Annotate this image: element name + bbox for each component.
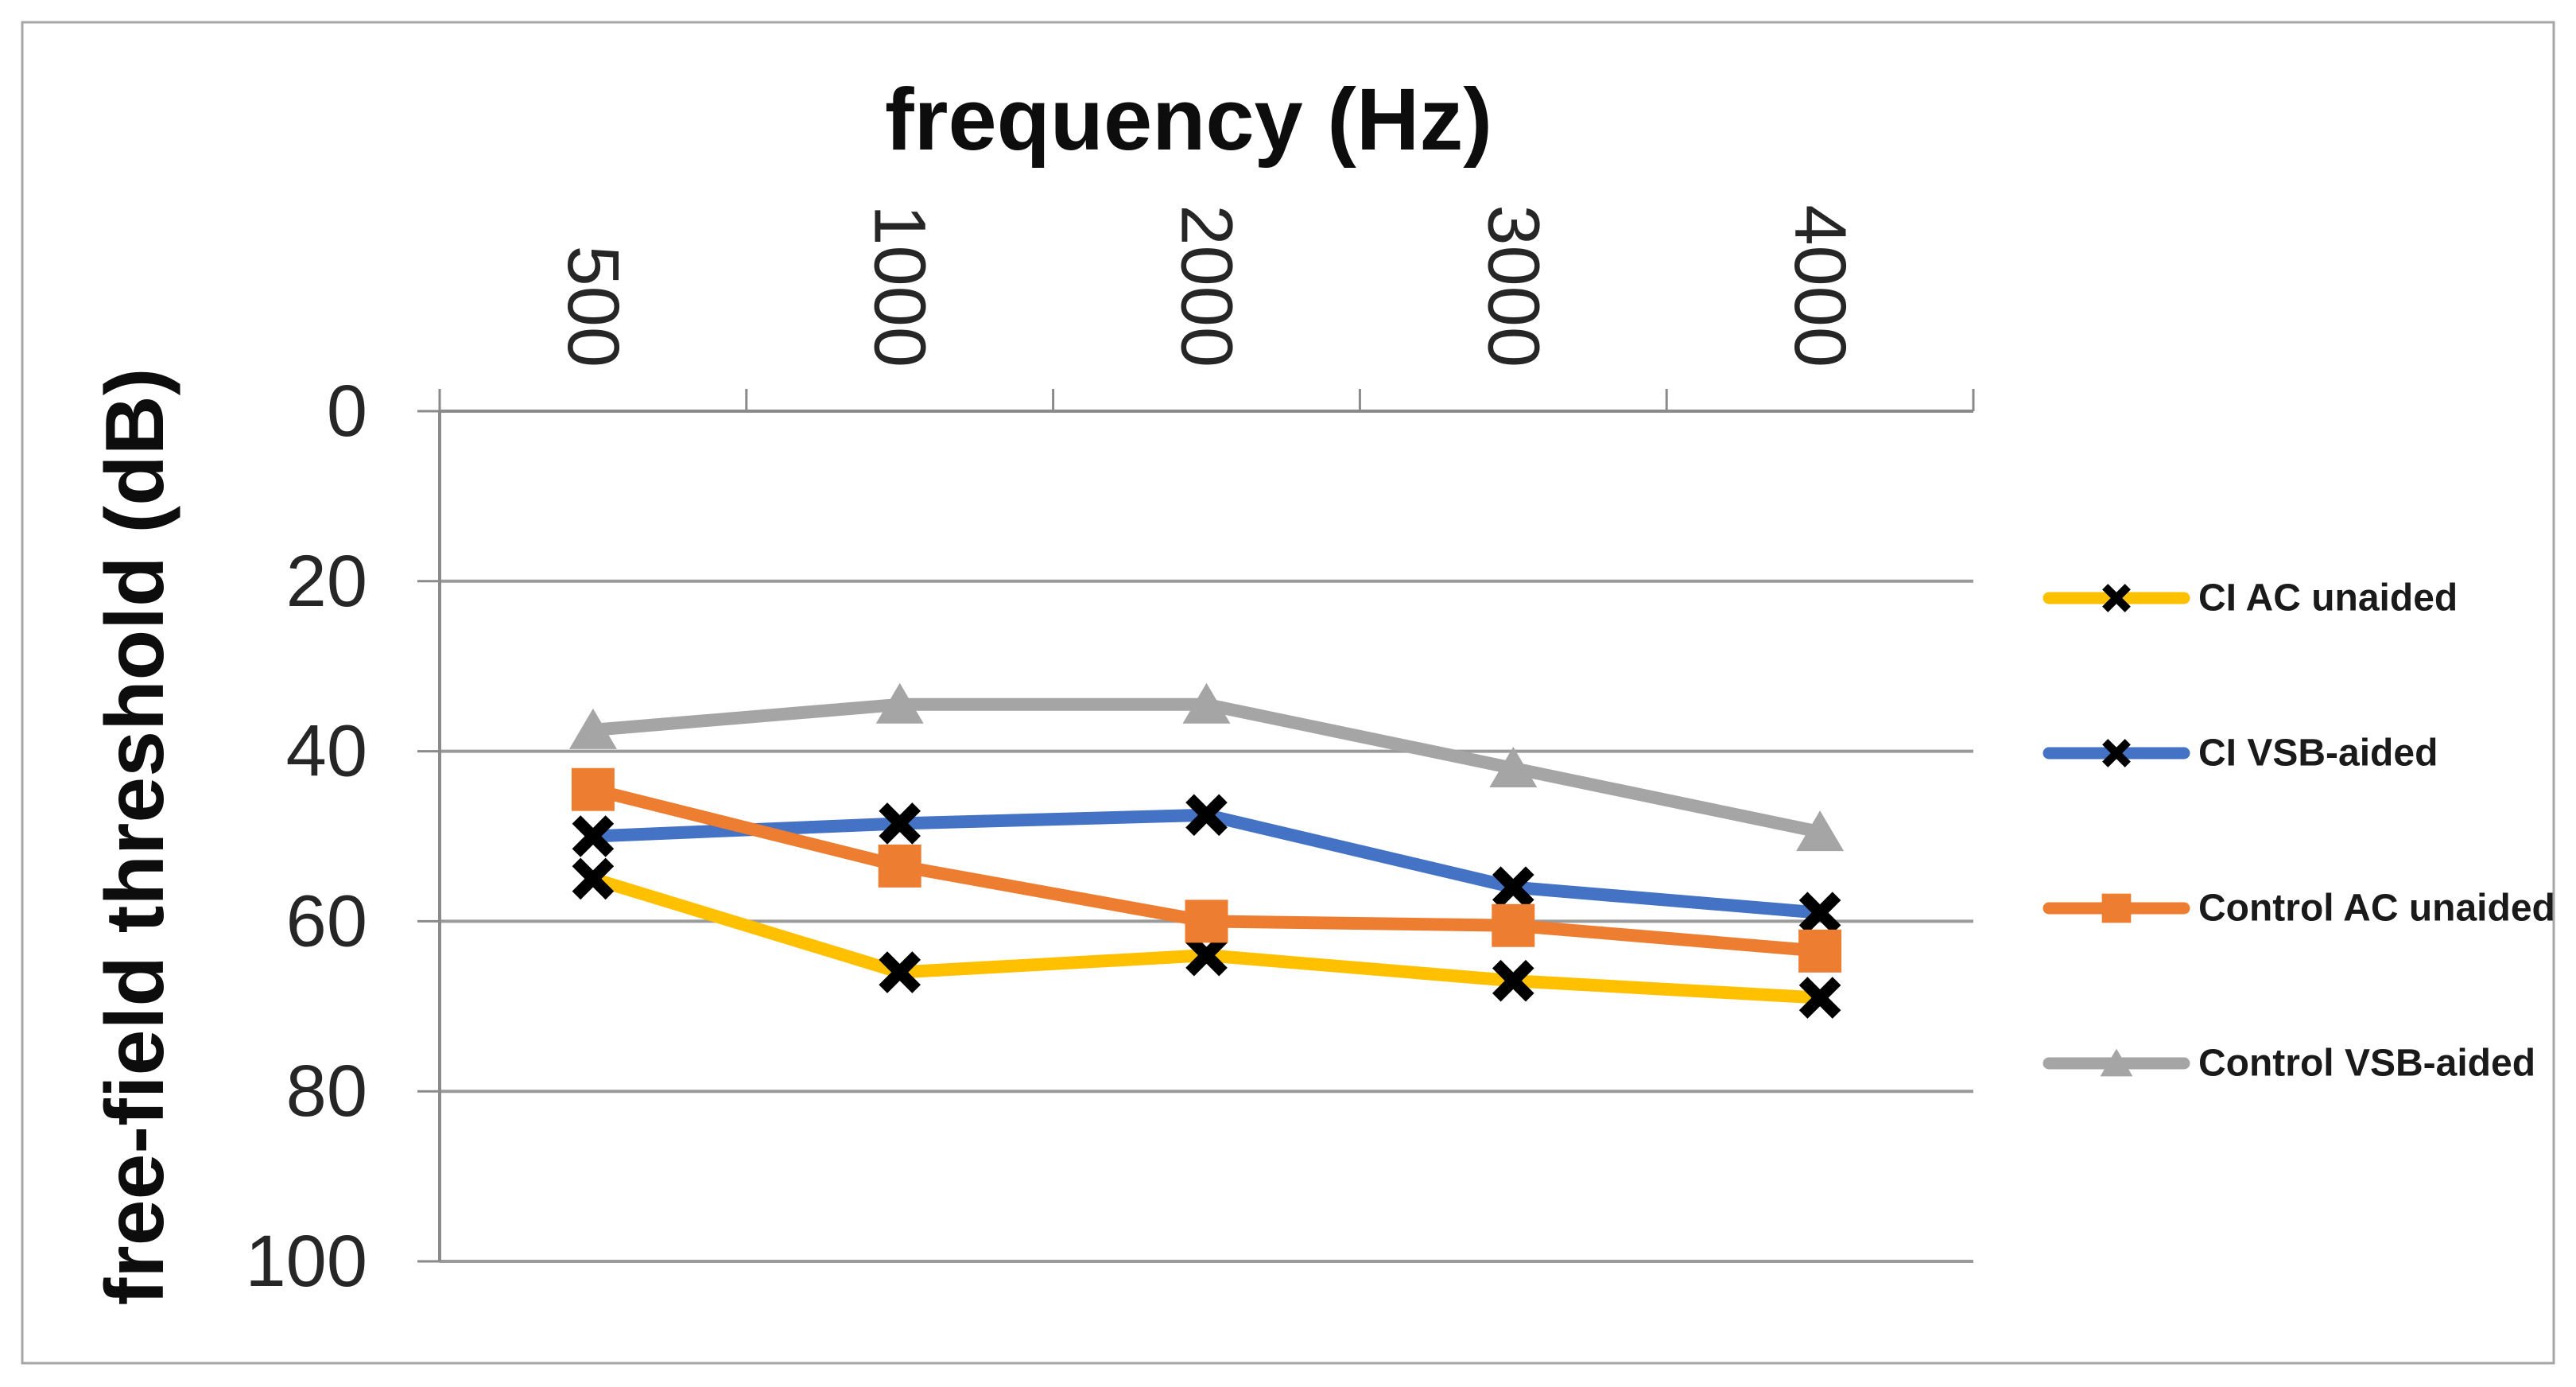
data-point-control-vsb-aided-1000: [875, 682, 924, 724]
data-point-ci-ac-unaided-1000: [879, 951, 921, 993]
legend-item-ci-vsb-aided: CI VSB-aided: [2043, 732, 2438, 775]
axes-layer: [417, 389, 1975, 1263]
y-tick-label-40: 40: [286, 711, 367, 792]
data-point-control-ac-unaided-500: [571, 767, 615, 811]
legend-marker-ci-ac-unaided: [2102, 584, 2131, 612]
legend-item-ci-ac-unaided: CI AC unaided: [2043, 577, 2458, 620]
data-point-ci-vsb-aided-500: [572, 815, 615, 857]
y-tick-label-80: 80: [286, 1051, 367, 1132]
data-point-control-ac-unaided-1000: [878, 844, 921, 888]
data-point-control-vsb-aided-4000: [1796, 810, 1845, 852]
data-point-ci-ac-unaided-3000: [1492, 959, 1534, 1002]
y-tick-label-20: 20: [286, 541, 367, 622]
x-tick-label-1000: 1000: [859, 204, 941, 367]
data-point-ci-vsb-aided-1000: [879, 802, 921, 845]
data-point-ci-vsb-aided-3000: [1492, 866, 1534, 908]
y-tick-label-60: 60: [286, 880, 367, 962]
chart-title: frequency (Hz): [885, 71, 1492, 169]
tick-labels-layer: 0 20 40 60 80 100 500 1000 2000 3000 4000: [246, 204, 1861, 1302]
data-point-control-ac-unaided-4000: [1798, 929, 1842, 973]
data-point-control-ac-unaided-2000: [1185, 899, 1228, 943]
data-point-ci-vsb-aided-2000: [1185, 794, 1228, 837]
data-point-ci-vsb-aided-4000: [1798, 892, 1841, 934]
series-control-vsb-aided: [568, 682, 1845, 852]
x-tick-label-2000: 2000: [1166, 204, 1247, 367]
legend-label-ci-vsb-aided: CI VSB-aided: [2198, 732, 2438, 775]
data-point-control-vsb-aided-500: [568, 708, 617, 749]
data-point-control-vsb-aided-3000: [1489, 746, 1538, 787]
x-tick-label-3000: 3000: [1472, 204, 1554, 367]
legend-label-ci-ac-unaided: CI AC unaided: [2198, 577, 2458, 620]
legend-marker-control-ac-unaided: [2101, 893, 2132, 923]
series-ci-ac-unaided: [572, 857, 1841, 1019]
legend-label-control-ac-unaided: Control AC unaided: [2198, 888, 2555, 930]
legend-item-control-vsb-aided: Control VSB-aided: [2043, 1043, 2535, 1085]
legend-item-control-ac-unaided: Control AC unaided: [2043, 888, 2555, 930]
data-point-control-vsb-aided-2000: [1182, 682, 1231, 724]
y-tick-label-0: 0: [327, 371, 367, 452]
y-tick-label-100: 100: [246, 1221, 368, 1302]
legend: CI AC unaided CI VSB-aided Control AC unai…: [2043, 577, 2555, 1085]
data-point-ci-ac-unaided-4000: [1798, 977, 1841, 1019]
series-layer: [568, 682, 1845, 1019]
legend-marker-ci-vsb-aided: [2102, 739, 2131, 767]
data-point-control-ac-unaided-3000: [1492, 903, 1535, 947]
legend-label-control-vsb-aided: Control VSB-aided: [2198, 1043, 2535, 1085]
x-tick-label-500: 500: [553, 246, 634, 368]
series-control-ac-unaided: [571, 767, 1842, 973]
chart-outer-border: [21, 21, 2555, 1365]
x-tick-label-4000: 4000: [1779, 204, 1860, 367]
legend-marker-control-vsb-aided: [2100, 1048, 2133, 1077]
series-ci-vsb-aided: [572, 794, 1841, 934]
data-point-ci-ac-unaided-2000: [1185, 934, 1228, 977]
data-point-ci-ac-unaided-500: [572, 857, 615, 900]
y-axis-title: free-field threshold (dB): [89, 368, 181, 1306]
